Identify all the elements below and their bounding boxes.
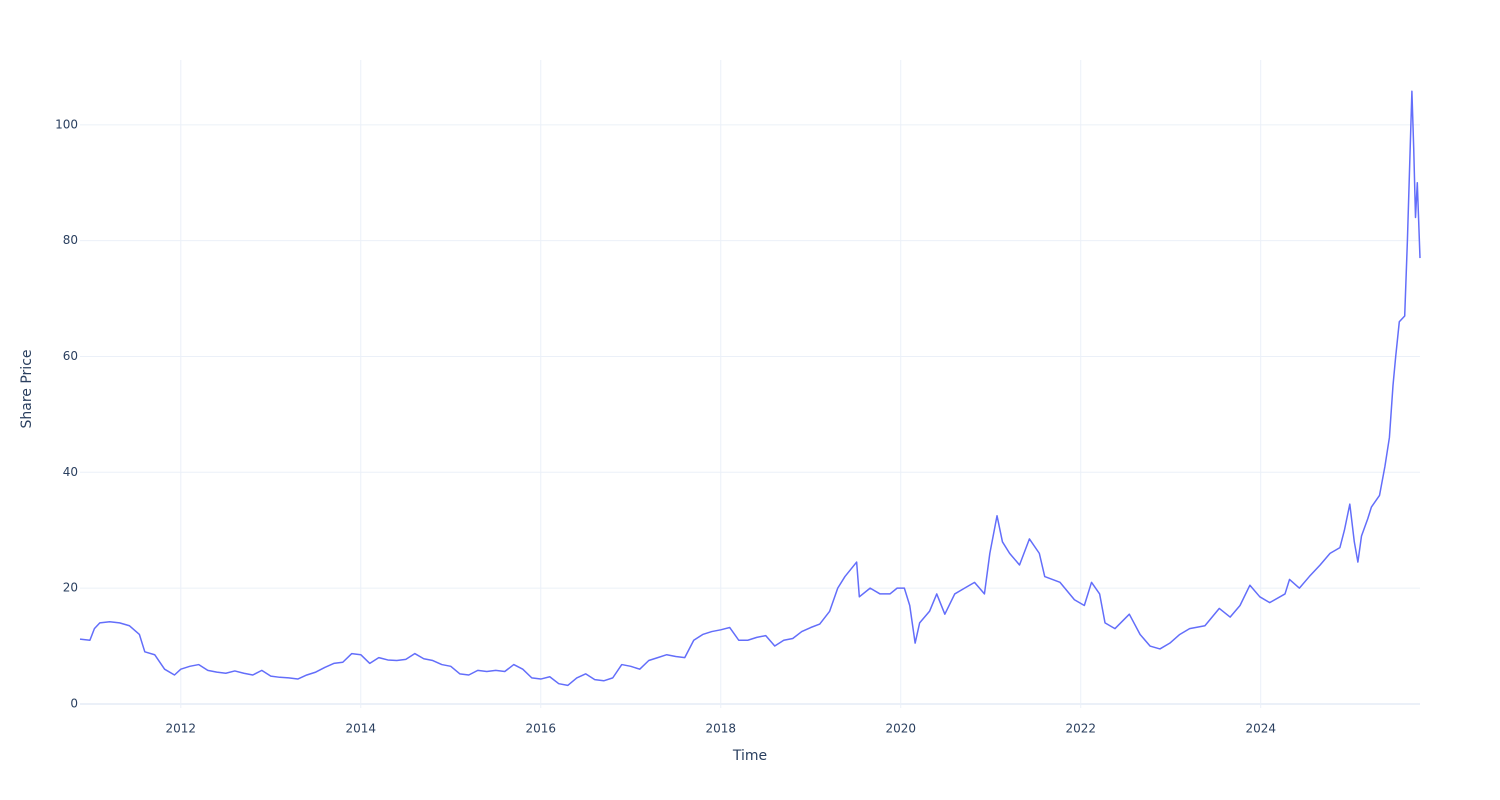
x-tick-label: 2024: [1245, 722, 1276, 736]
x-tick-label: 2012: [166, 722, 197, 736]
x-tick-label: 2016: [525, 722, 556, 736]
x-tick-label: 2022: [1065, 722, 1096, 736]
y-tick-label: 0: [70, 696, 78, 710]
y-axis-title: Share Price: [19, 349, 35, 428]
x-tick-label: 2018: [705, 722, 736, 736]
x-tick-label: 2020: [885, 722, 916, 736]
y-tick-label: 100: [55, 117, 78, 131]
y-tick-label: 40: [63, 465, 78, 479]
price-line: [79, 90, 1421, 687]
y-tick-label: 20: [63, 581, 78, 595]
x-axis-title: Time: [732, 748, 767, 764]
x-tick-label: 2014: [346, 722, 377, 736]
y-tick-label: 80: [63, 233, 78, 247]
y-tick-label: 60: [63, 349, 78, 363]
